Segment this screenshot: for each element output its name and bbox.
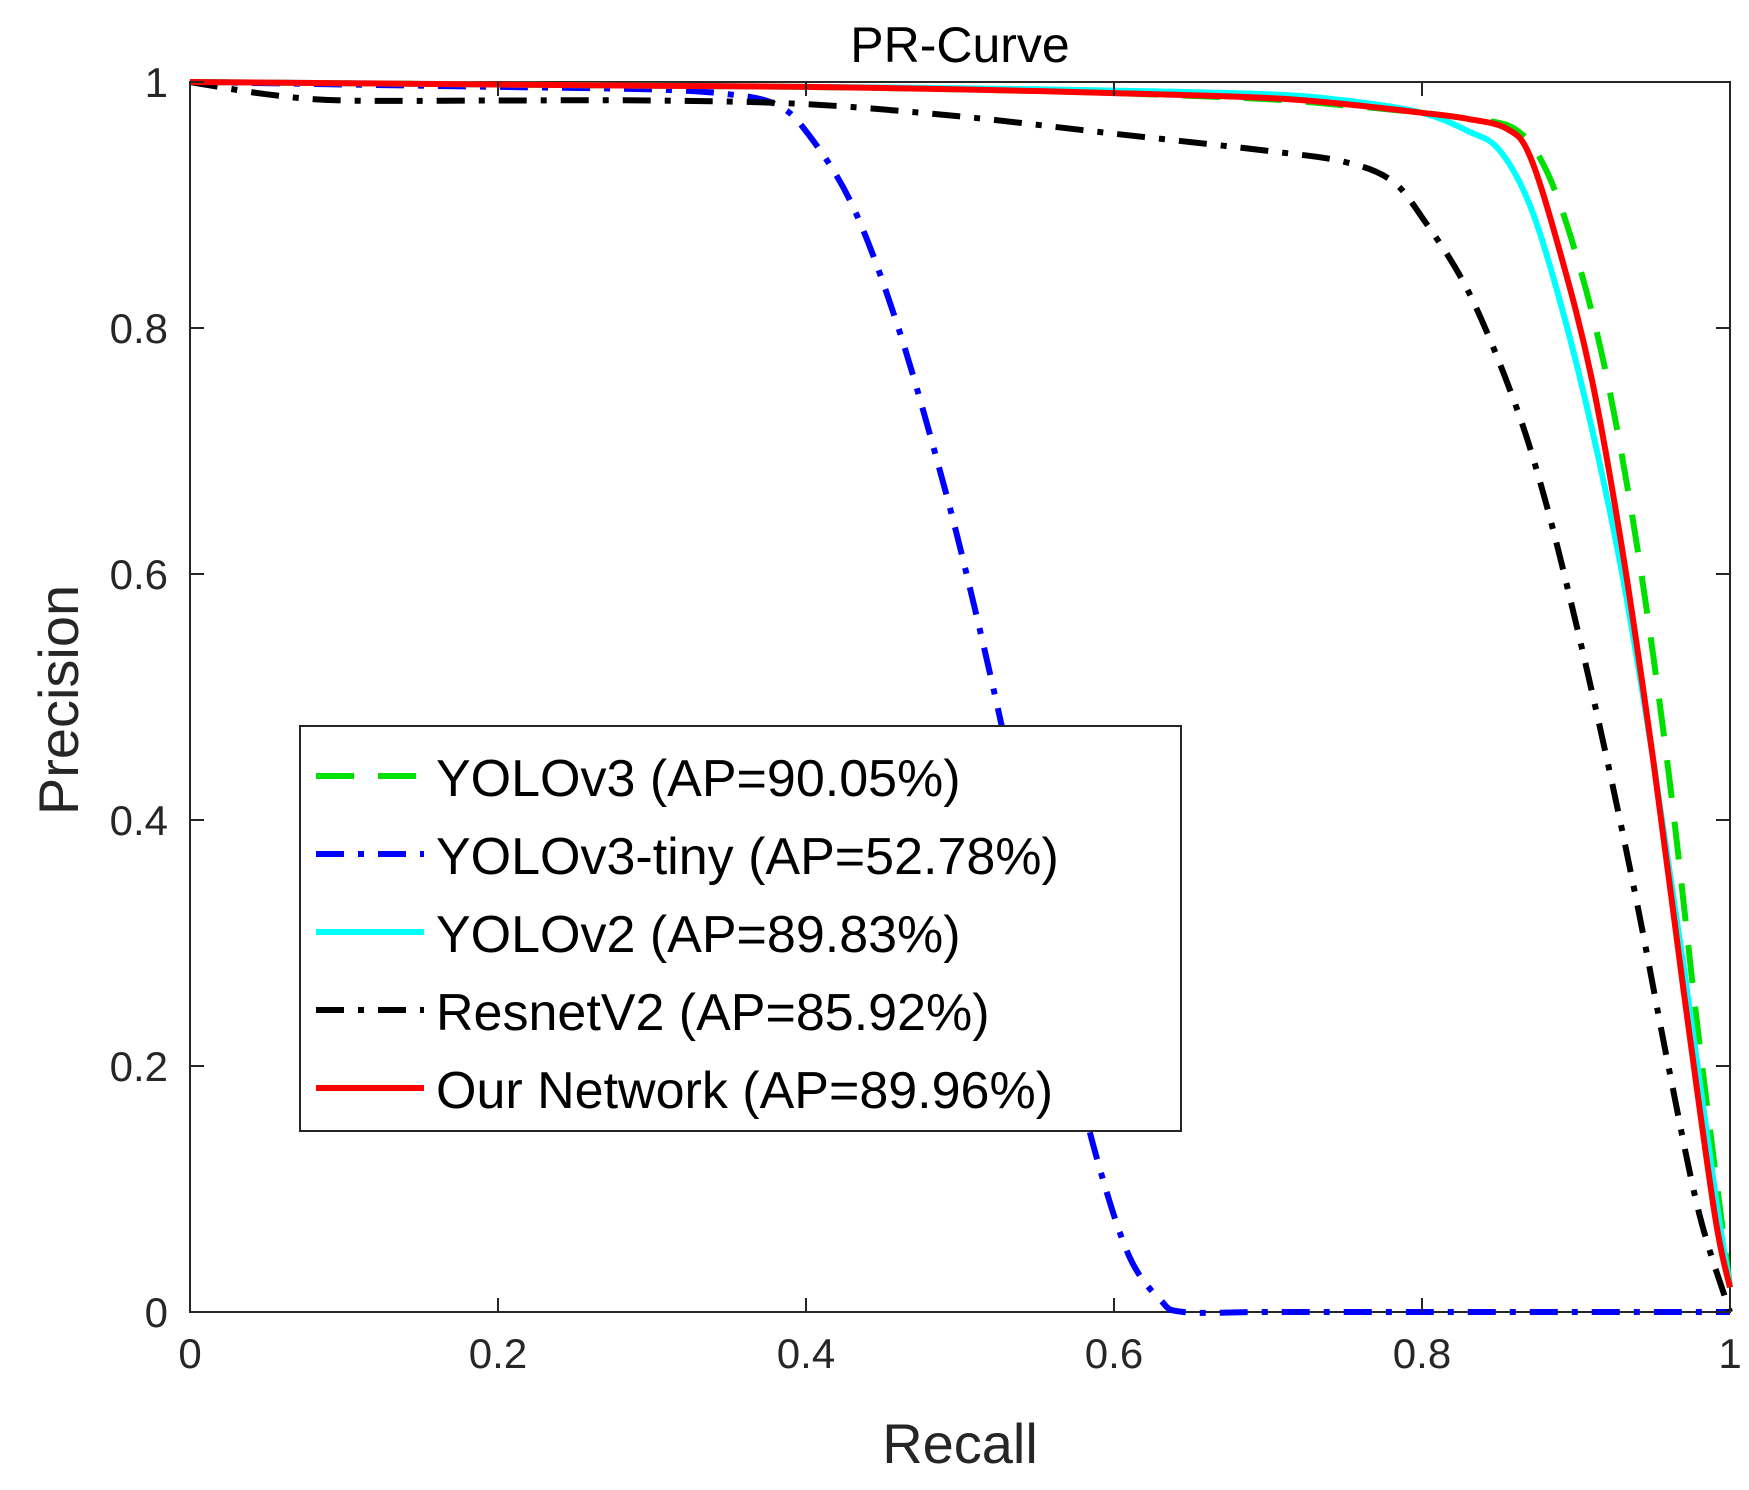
tick-layer: 0 0.2 0.4 0.6 0.8 1 0 0.2 0.4 0.6 0.8 1 [110, 59, 1742, 1377]
legend-label: YOLOv3 (AP=90.05%) [436, 750, 961, 808]
y-tick-label: 0.2 [110, 1043, 168, 1090]
y-tick-label: 0.4 [110, 797, 168, 844]
legend: YOLOv3 (AP=90.05%) YOLOv3-tiny (AP=52.78%… [299, 725, 1182, 1132]
x-tick-label: 0.6 [1085, 1330, 1143, 1377]
x-tick-label: 0.8 [1393, 1330, 1451, 1377]
plot-area: 0 0.2 0.4 0.6 0.8 1 0 0.2 0.4 0.6 0.8 1 [110, 59, 1742, 1377]
legend-label: Our Network (AP=89.96%) [436, 1062, 1053, 1120]
y-tick-label: 1 [145, 59, 168, 106]
x-axis-label: Recall [882, 1412, 1038, 1475]
legend-items: YOLOv3 (AP=90.05%) YOLOv3-tiny (AP=52.78%… [316, 750, 1059, 1120]
legend-box [299, 725, 1182, 1132]
y-tick-label: 0 [145, 1289, 168, 1336]
y-tick-label: 0.8 [110, 305, 168, 352]
series-line-resnetv2-3 [189, 79, 1733, 1313]
y-axis-label: Precision [27, 585, 90, 815]
series-line-yolov3-tiny-1 [189, 79, 1730, 1316]
x-tick-label: 1 [1718, 1330, 1741, 1377]
legend-label: YOLOv3-tiny (AP=52.78%) [436, 828, 1059, 886]
series-line-our-4 [189, 79, 1733, 1289]
x-tick-label: 0 [178, 1330, 201, 1377]
series-layer [189, 79, 1733, 1316]
legend-label: YOLOv2 (AP=89.83%) [436, 906, 961, 964]
x-tick-label: 0.2 [469, 1330, 527, 1377]
legend-label: ResnetV2 (AP=85.92%) [436, 984, 990, 1042]
chart-title: PR-Curve [850, 17, 1069, 73]
y-tick-label: 0.6 [110, 551, 168, 598]
x-tick-label: 0.4 [777, 1330, 835, 1377]
